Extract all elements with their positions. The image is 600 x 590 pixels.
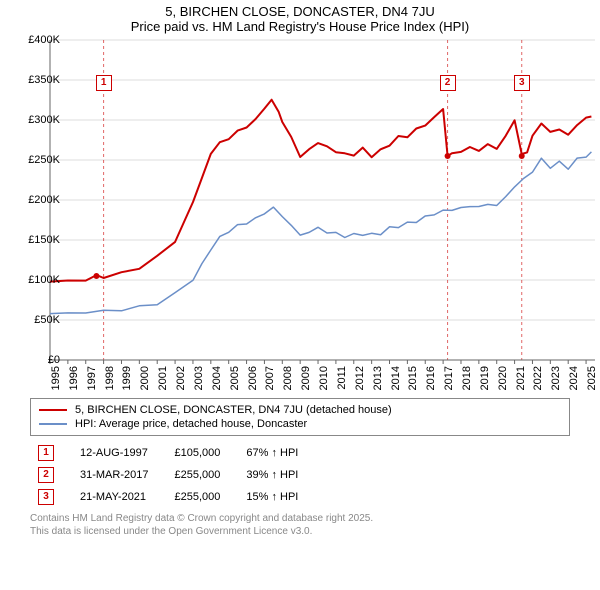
sale-delta: 67% ↑ HPI (238, 442, 316, 464)
sale-marker-box: 3 (514, 75, 530, 91)
sale-delta: 15% ↑ HPI (238, 486, 316, 508)
legend-swatch (39, 423, 67, 425)
y-tick-label: £350K (0, 74, 60, 86)
sale-price: £255,000 (166, 464, 238, 486)
sale-marker-icon: 2 (38, 467, 54, 483)
y-tick-label: £100K (0, 274, 60, 286)
sale-row: 2 31-MAR-2017£255,00039% ↑ HPI (30, 464, 316, 486)
sale-date: 12-AUG-1997 (72, 442, 166, 464)
sale-delta: 39% ↑ HPI (238, 464, 316, 486)
sale-row: 3 21-MAY-2021£255,00015% ↑ HPI (30, 486, 316, 508)
sale-row: 1 12-AUG-1997£105,00067% ↑ HPI (30, 442, 316, 464)
y-tick-label: £250K (0, 154, 60, 166)
y-tick-label: £200K (0, 194, 60, 206)
plot: £0£50K£100K£150K£200K£250K£300K£350K£400… (50, 40, 595, 360)
sale-marker-box: 1 (96, 75, 112, 91)
sale-marker-icon: 3 (38, 489, 54, 505)
legend-label: 5, BIRCHEN CLOSE, DONCASTER, DN4 7JU (de… (75, 404, 392, 416)
y-tick-label: £150K (0, 234, 60, 246)
footnote-line-1: Contains HM Land Registry data © Crown c… (30, 513, 373, 524)
y-tick-label: £300K (0, 114, 60, 126)
sale-price: £255,000 (166, 486, 238, 508)
footnote-line-2: This data is licensed under the Open Gov… (30, 526, 312, 537)
title-line-2: Price paid vs. HM Land Registry's House … (0, 19, 600, 34)
sale-marker-icon: 1 (38, 445, 54, 461)
legend-row: 5, BIRCHEN CLOSE, DONCASTER, DN4 7JU (de… (39, 403, 561, 417)
sale-date: 31-MAR-2017 (72, 464, 166, 486)
footnote: Contains HM Land Registry data © Crown c… (30, 512, 570, 538)
sale-price: £105,000 (166, 442, 238, 464)
y-tick-label: £400K (0, 34, 60, 46)
legend-row: HPI: Average price, detached house, Donc… (39, 417, 561, 431)
chart-title-block: 5, BIRCHEN CLOSE, DONCASTER, DN4 7JU Pri… (0, 0, 600, 34)
sale-marker-box: 2 (440, 75, 456, 91)
legend-swatch (39, 409, 67, 411)
y-tick-label: £50K (0, 314, 60, 326)
legend-label: HPI: Average price, detached house, Donc… (75, 418, 307, 430)
legend: 5, BIRCHEN CLOSE, DONCASTER, DN4 7JU (de… (30, 398, 570, 436)
chart-area: £0£50K£100K£150K£200K£250K£300K£350K£400… (35, 40, 595, 390)
title-line-1: 5, BIRCHEN CLOSE, DONCASTER, DN4 7JU (0, 4, 600, 19)
y-tick-label: £0 (0, 354, 60, 366)
sales-table: 1 12-AUG-1997£105,00067% ↑ HPI 2 31-MAR-201… (30, 442, 570, 508)
sale-date: 21-MAY-2021 (72, 486, 166, 508)
